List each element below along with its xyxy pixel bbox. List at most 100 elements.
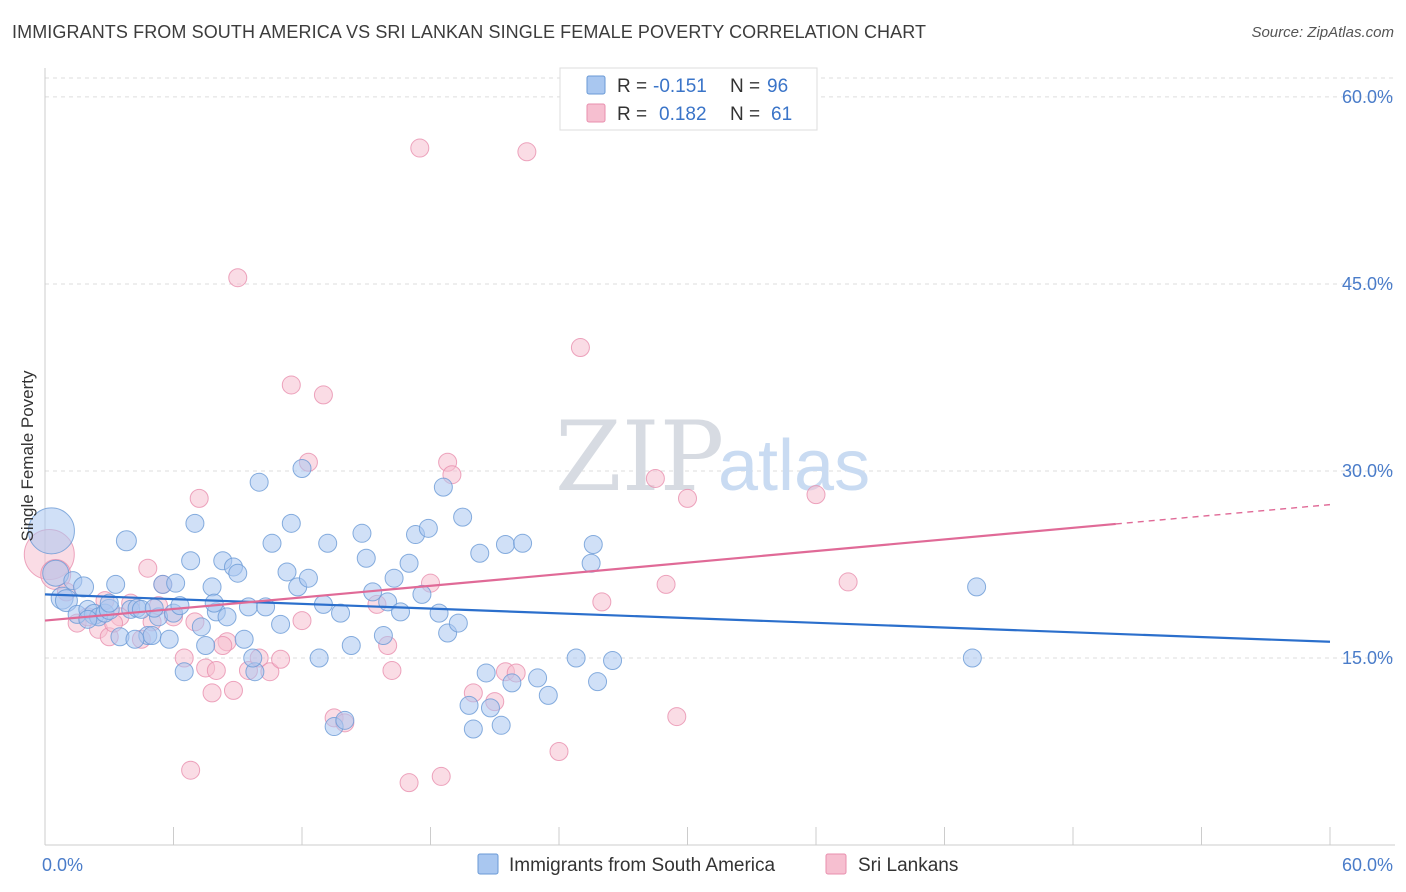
data-point bbox=[99, 593, 119, 613]
data-point bbox=[463, 719, 483, 739]
data-point bbox=[181, 760, 201, 780]
data-point bbox=[78, 609, 98, 629]
data-point bbox=[399, 553, 419, 573]
data-point bbox=[234, 629, 254, 649]
data-point bbox=[318, 533, 338, 553]
data-point bbox=[271, 649, 291, 669]
data-point bbox=[480, 698, 500, 718]
legend-swatch-blue bbox=[586, 75, 606, 95]
series-legend: Immigrants from South America Sri Lankan… bbox=[477, 853, 958, 876]
data-point bbox=[448, 613, 468, 633]
data-point bbox=[581, 553, 601, 573]
data-point bbox=[228, 268, 248, 288]
legend-n-value-2: 61 bbox=[771, 104, 792, 125]
data-point bbox=[592, 592, 612, 612]
data-point bbox=[298, 568, 318, 588]
data-point bbox=[410, 138, 430, 158]
data-point bbox=[196, 636, 216, 656]
data-point bbox=[249, 472, 269, 492]
data-point bbox=[352, 523, 372, 543]
series-legend-label-pink: Sri Lankans bbox=[858, 855, 958, 876]
data-point bbox=[191, 617, 211, 637]
data-point bbox=[138, 558, 158, 578]
data-point bbox=[429, 603, 449, 623]
data-point bbox=[174, 662, 194, 682]
data-point bbox=[391, 602, 411, 622]
data-point bbox=[281, 375, 301, 395]
source-credit: Source: ZipAtlas.com bbox=[1251, 24, 1394, 41]
data-point bbox=[331, 603, 351, 623]
data-point bbox=[309, 648, 329, 668]
data-point bbox=[384, 568, 404, 588]
data-point bbox=[204, 593, 224, 613]
axes bbox=[44, 68, 1395, 846]
data-point bbox=[335, 710, 355, 730]
grid-lines bbox=[45, 77, 1395, 659]
data-point bbox=[292, 458, 312, 478]
data-point bbox=[243, 648, 263, 668]
data-point bbox=[185, 513, 205, 533]
trend-line bbox=[44, 522, 1116, 622]
x-tick-label: 0.0% bbox=[42, 855, 83, 875]
series-legend-swatch-pink bbox=[825, 853, 847, 875]
data-point bbox=[277, 562, 297, 582]
data-point bbox=[281, 513, 301, 533]
data-point bbox=[223, 680, 243, 700]
data-point bbox=[125, 629, 145, 649]
data-point bbox=[292, 611, 312, 631]
data-point bbox=[262, 533, 282, 553]
data-point bbox=[356, 548, 376, 568]
data-point bbox=[166, 573, 186, 593]
data-point bbox=[206, 660, 226, 680]
data-point bbox=[106, 574, 126, 594]
data-point bbox=[517, 142, 537, 162]
data-point bbox=[667, 707, 687, 727]
x-tick-labels: 0.0% 60.0% bbox=[42, 855, 1393, 875]
data-point bbox=[373, 626, 393, 646]
data-point bbox=[170, 596, 190, 616]
data-point bbox=[431, 766, 451, 786]
legend-r-value-1: -0.151 bbox=[653, 76, 707, 97]
y-tick-label: 60.0% bbox=[1342, 87, 1393, 107]
y-tick-label: 15.0% bbox=[1342, 648, 1393, 668]
data-point bbox=[217, 607, 237, 627]
data-point bbox=[570, 338, 590, 358]
data-point bbox=[142, 626, 162, 646]
legend-r-value-2: 0.182 bbox=[659, 104, 707, 125]
legend-n-label-2: N = bbox=[730, 104, 760, 125]
data-point bbox=[202, 577, 222, 597]
legend-r-label-1: R = bbox=[617, 76, 647, 97]
data-point bbox=[189, 488, 209, 508]
data-point bbox=[228, 563, 248, 583]
data-point bbox=[382, 660, 402, 680]
data-point bbox=[962, 648, 982, 668]
data-point bbox=[678, 488, 697, 508]
data-point bbox=[144, 598, 164, 618]
data-point bbox=[27, 507, 75, 555]
x-tick-label: 60.0% bbox=[1342, 855, 1393, 875]
data-point bbox=[491, 715, 511, 735]
data-point bbox=[656, 574, 676, 594]
data-point bbox=[341, 636, 361, 656]
data-point bbox=[645, 468, 665, 488]
watermark-atlas: atlas bbox=[718, 426, 870, 506]
data-point bbox=[418, 518, 438, 538]
data-point bbox=[115, 530, 137, 552]
series-legend-label-blue: Immigrants from South America bbox=[509, 855, 776, 876]
watermark: ZIP atlas bbox=[555, 401, 870, 513]
legend-n-label-1: N = bbox=[730, 76, 760, 97]
data-point bbox=[470, 543, 490, 563]
data-point bbox=[528, 668, 548, 688]
data-point bbox=[433, 477, 453, 497]
data-point bbox=[513, 533, 533, 553]
y-tick-labels: 15.0% 30.0% 45.0% 60.0% bbox=[1342, 87, 1393, 668]
data-point bbox=[603, 650, 623, 670]
data-point bbox=[181, 551, 201, 571]
data-point bbox=[806, 485, 826, 505]
data-point bbox=[271, 614, 291, 634]
data-point bbox=[549, 741, 569, 761]
data-point bbox=[412, 584, 432, 604]
series-immigrants-south-america bbox=[27, 458, 987, 739]
data-point bbox=[566, 648, 586, 668]
